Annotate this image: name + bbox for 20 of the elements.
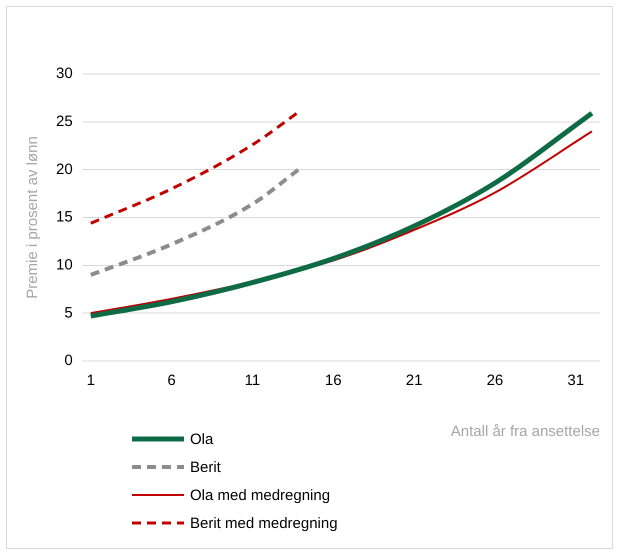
legend-label: Berit med medregning [190,514,338,532]
y-tick-label: 15 [56,208,73,226]
x-tick-label: 1 [86,372,95,390]
legend-label: Ola med medregning [190,486,330,504]
y-axis-title: Premie i prosent av lønn [24,136,42,299]
x-tick-label: 26 [486,372,504,390]
legend-label: Ola [190,430,214,448]
x-tick-label: 31 [567,372,584,390]
y-tick-label: 5 [64,304,73,322]
y-tick-label: 30 [56,65,73,82]
y-tick-label: 10 [56,256,73,274]
legend-label: Berit [190,458,221,476]
y-tick-label: 25 [56,112,73,130]
y-tick-label: 20 [56,160,73,178]
x-axis-title: Antall år fra ansettelse [450,423,600,440]
x-tick-label: 6 [167,372,176,390]
x-tick-label: 16 [324,372,342,390]
x-tick-label: 21 [406,372,422,390]
x-tick-label: 11 [244,372,260,390]
y-tick-label: 0 [64,352,73,370]
